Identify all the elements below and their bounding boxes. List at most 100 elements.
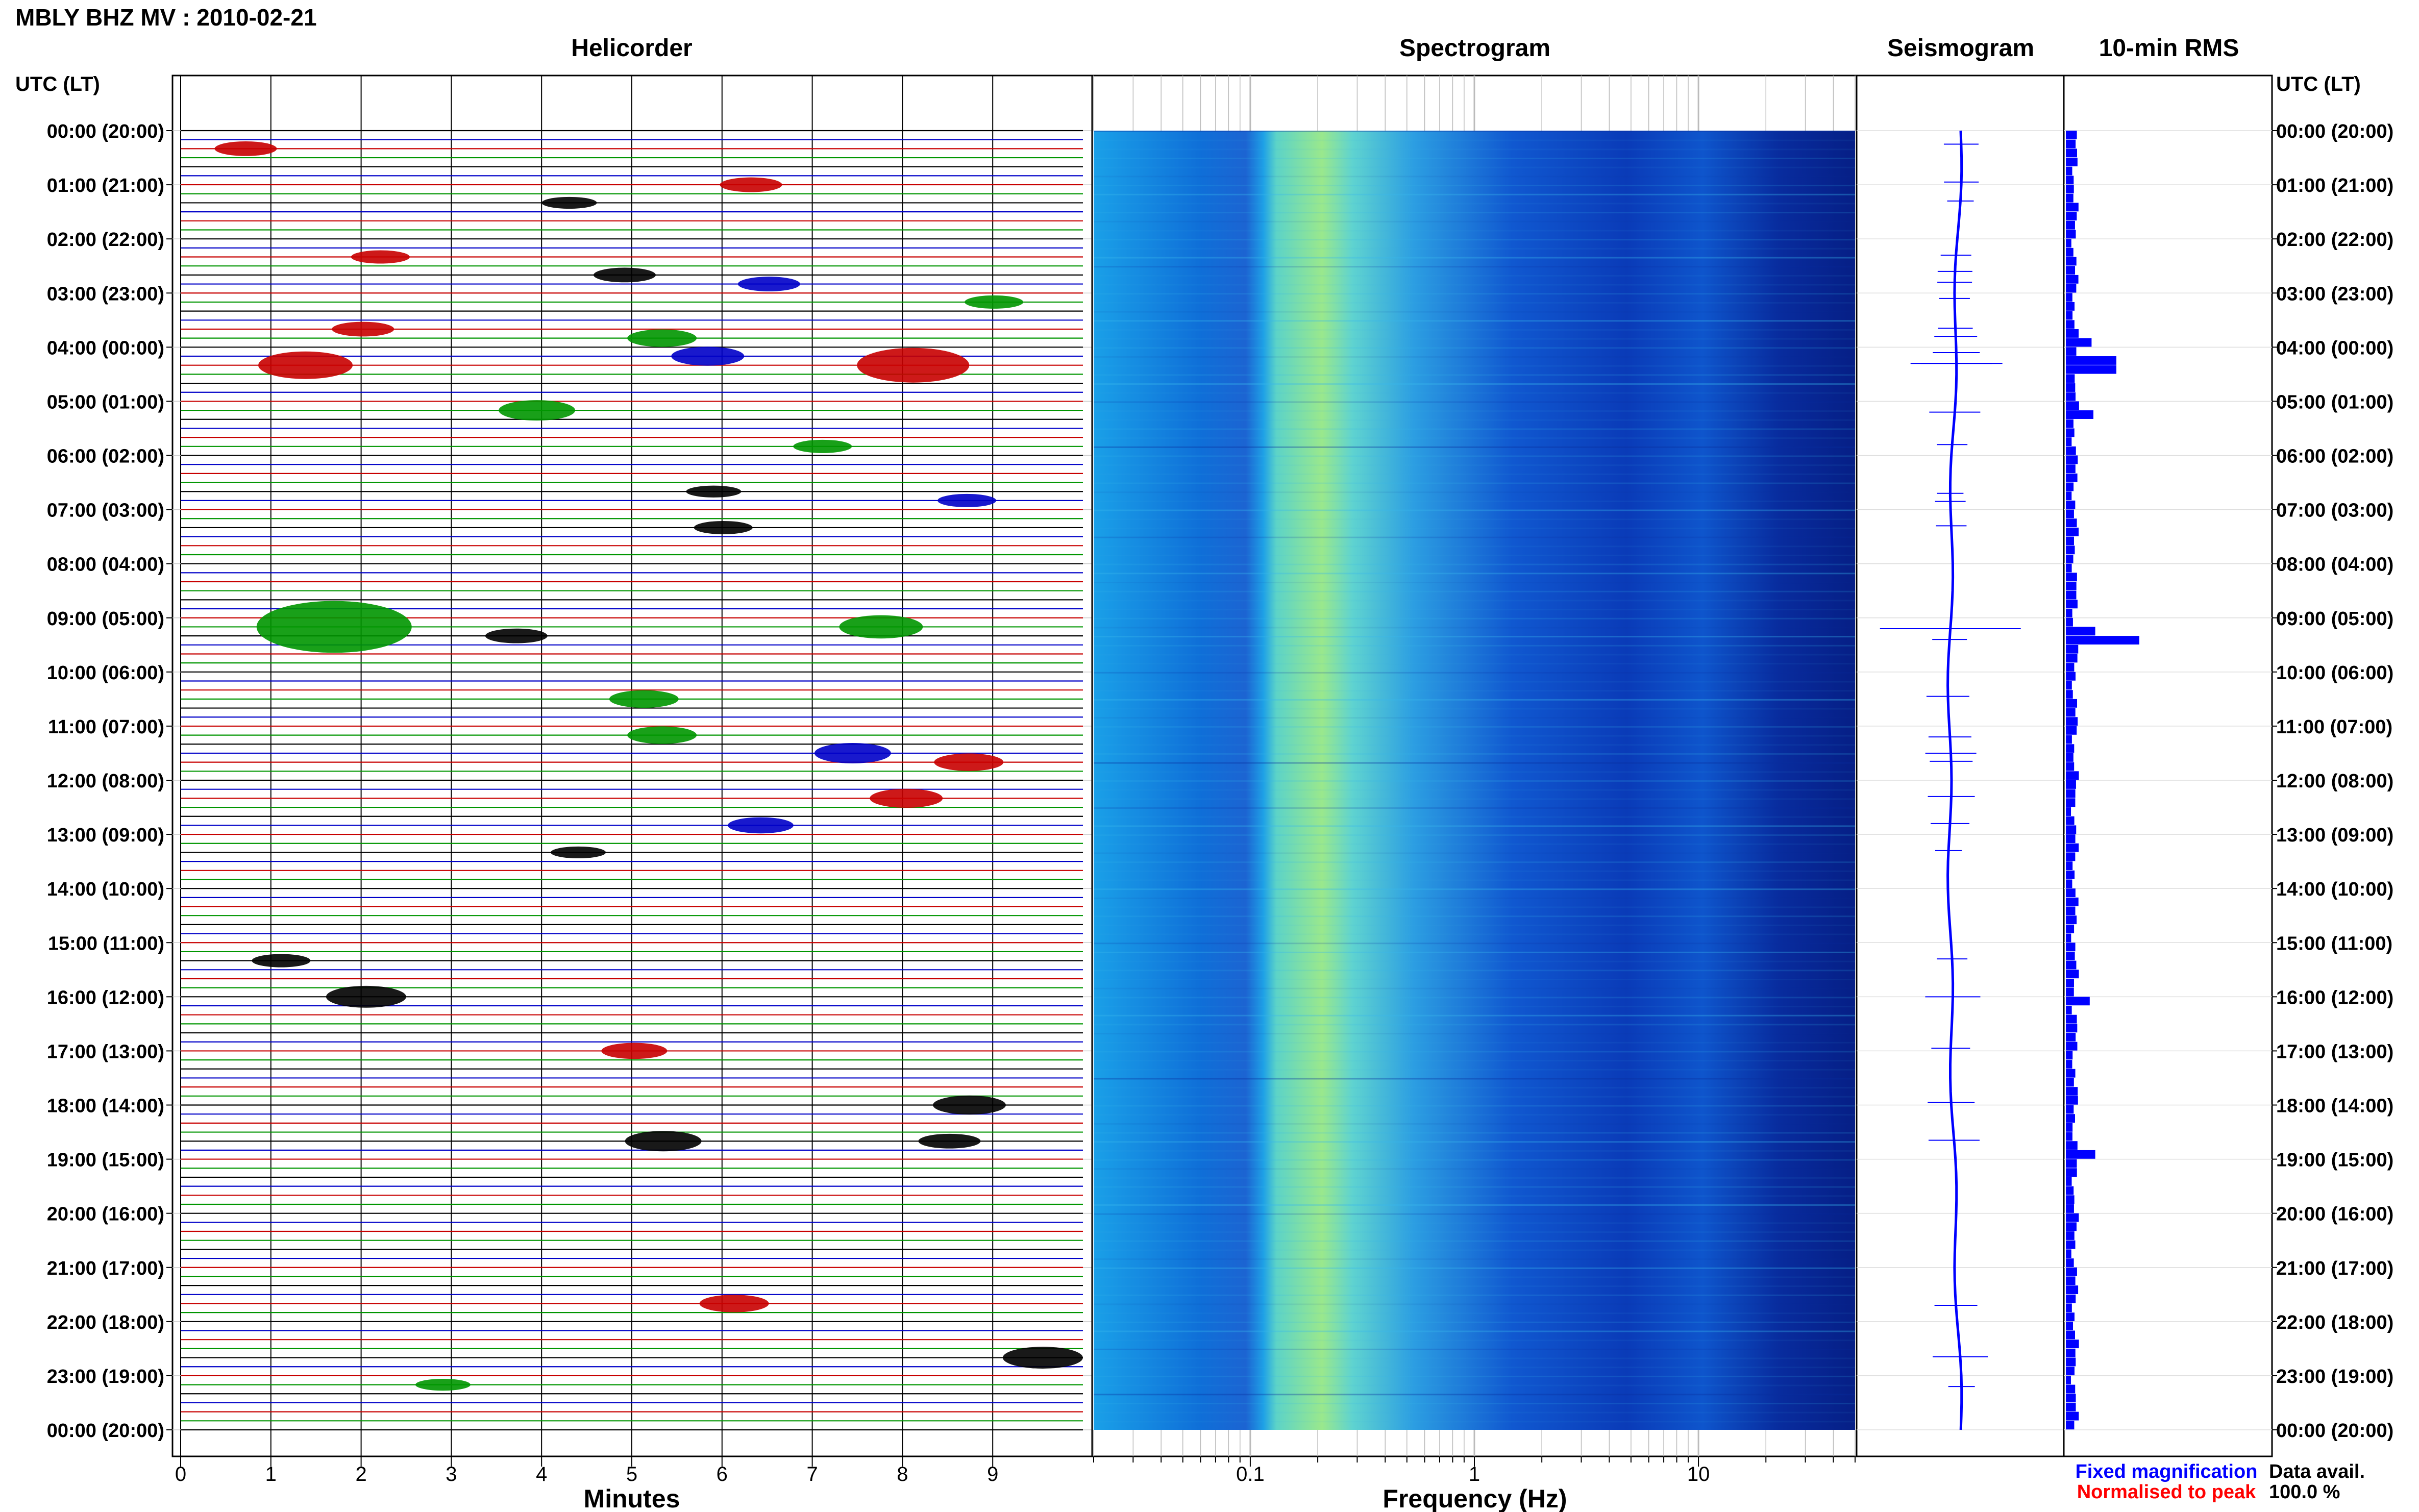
spectrogram-streak (1094, 320, 1855, 322)
helicorder-event (551, 846, 606, 859)
rms-bar (2066, 600, 2078, 609)
helicorder-title: Helicorder (571, 35, 692, 62)
rms-bar (2066, 185, 2074, 193)
spectrogram-streak (1094, 1141, 1855, 1143)
spectrogram-streak (1094, 302, 1855, 304)
spectrogram-streak (1094, 825, 1855, 827)
helicorder-event (627, 329, 697, 347)
rms-bar (2066, 1285, 2079, 1294)
minute-tick-label: 9 (987, 1463, 998, 1485)
spectrogram-streak (1094, 446, 1855, 448)
spectrogram-streak (1094, 915, 1855, 918)
spectrogram-streak (1094, 789, 1855, 791)
spectrogram-streak (1094, 735, 1855, 737)
time-label-right: 11:00 (07:00) (2276, 716, 2392, 738)
spectrogram-streak (1094, 1159, 1855, 1161)
spectrogram-streak (1094, 987, 1855, 989)
spectrogram-streak (1094, 266, 1855, 268)
time-label-right: 13:00 (09:00) (2276, 825, 2393, 846)
spectrogram-streak (1094, 1312, 1855, 1315)
spectrogram-streak (1094, 861, 1855, 863)
helicorder-event (870, 788, 943, 808)
spectrogram-streak (1094, 753, 1855, 755)
spectrogram-streak (1094, 356, 1855, 358)
rms-bar (2066, 482, 2074, 491)
time-label-left: 11:00 (07:00) (48, 716, 164, 738)
spectrogram-streak (1094, 410, 1855, 412)
helicorder-event (720, 177, 782, 192)
spectrogram-streak (1094, 383, 1855, 385)
spectrogram-streak (1094, 627, 1855, 629)
spectrogram-streak (1094, 726, 1855, 728)
rms-bar (2066, 681, 2072, 690)
rms-bar (2066, 338, 2092, 347)
spectrogram-streak (1094, 554, 1855, 556)
spectrogram-streak (1094, 1330, 1855, 1332)
rms-bar (2066, 1402, 2076, 1411)
rms-bar (2066, 672, 2076, 681)
rms-bar (2066, 1421, 2075, 1430)
spectrogram-streak (1094, 563, 1855, 565)
rms-bar (2066, 1321, 2074, 1330)
spectrogram-streak (1094, 1042, 1855, 1044)
time-label-left: 23:00 (19:00) (47, 1366, 164, 1387)
rms-bar (2066, 1105, 2074, 1114)
spectrogram-streak (1094, 798, 1855, 800)
rms-bar (2066, 1159, 2077, 1168)
utc-label-right: UTC (LT) (2276, 73, 2361, 95)
spectrogram-streak (1094, 139, 1855, 141)
rms-bar (2066, 645, 2079, 654)
spectrogram-streak (1094, 960, 1855, 962)
rms-bar (2066, 970, 2079, 979)
rms-bar (2066, 1078, 2074, 1087)
spectrogram-streaks (1094, 131, 1855, 1423)
helicorder-event (671, 346, 745, 366)
time-label-left: 14:00 (10:00) (47, 879, 164, 900)
spectrogram-streak (1094, 1177, 1855, 1179)
spectrogram-streak (1094, 1033, 1855, 1035)
rms-bar (2066, 347, 2077, 356)
spectrogram-streak (1094, 1123, 1855, 1125)
rms-bar (2066, 1348, 2076, 1357)
rms-bar (2066, 1177, 2072, 1186)
spectrogram-streak (1094, 1132, 1855, 1134)
seismogram-trace (1946, 130, 1963, 1430)
helicorder-event (933, 1095, 1006, 1115)
rms-bar (2066, 663, 2075, 672)
rms-bar (2066, 834, 2076, 843)
spectrogram-streak (1094, 284, 1855, 286)
rms-bar (2066, 654, 2078, 663)
time-label-right: 03:00 (23:00) (2276, 283, 2393, 305)
rms-bar (2066, 1267, 2077, 1276)
helicorder-event (499, 400, 576, 421)
rms-bar (2066, 284, 2077, 293)
helicorder-event (727, 817, 794, 834)
spectrogram-streak (1094, 1087, 1855, 1089)
time-label-right: 07:00 (03:00) (2276, 500, 2393, 522)
rms-panel (2063, 75, 2273, 1457)
rms-bar (2066, 1042, 2078, 1051)
spectrogram-streak (1094, 1069, 1855, 1071)
rms-bar (2066, 1276, 2076, 1285)
rms-bar (2066, 220, 2075, 230)
time-label-left: 09:00 (05:00) (47, 608, 164, 630)
freq-tick-label: 10 (1687, 1463, 1710, 1485)
rms-bar (2066, 699, 2078, 708)
rms-bar (2066, 690, 2073, 699)
spectrogram-streak (1094, 744, 1855, 746)
rms-bar (2066, 1303, 2072, 1312)
rms-bar (2066, 1222, 2077, 1231)
spectrogram-streak (1094, 690, 1855, 692)
rms-bar (2066, 1213, 2079, 1222)
spectrogram-streak (1094, 1105, 1855, 1107)
rms-bar (2066, 753, 2074, 762)
spectrogram-streak (1094, 1402, 1855, 1404)
spectrogram-streak (1094, 482, 1855, 484)
rms-bar (2066, 897, 2079, 906)
rms-bar (2066, 915, 2077, 925)
spectrogram-streak (1094, 1367, 1855, 1369)
spectrogram-streak (1094, 870, 1855, 872)
helicorder-event (415, 1378, 471, 1391)
time-label-left: 01:00 (21:00) (47, 175, 164, 196)
time-label-left: 21:00 (17:00) (47, 1258, 164, 1279)
